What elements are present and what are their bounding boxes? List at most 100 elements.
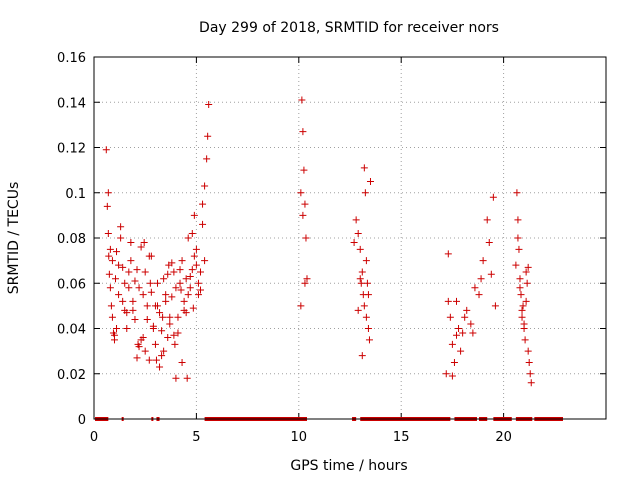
data-point — [143, 315, 151, 323]
data-point — [131, 277, 139, 285]
data-point — [182, 275, 190, 283]
data-point — [151, 302, 159, 310]
data-point — [452, 297, 460, 305]
data-point — [104, 229, 112, 237]
data-point — [515, 245, 523, 253]
y-tick-label: 0.12 — [57, 142, 86, 157]
data-point — [524, 347, 532, 355]
data-point — [459, 329, 467, 337]
data-point — [153, 279, 161, 287]
data-point — [444, 297, 452, 305]
data-point — [513, 189, 521, 197]
data-point — [469, 329, 477, 337]
data-point — [489, 193, 497, 201]
data-point — [115, 261, 123, 269]
data-point — [442, 370, 450, 378]
data-point — [520, 320, 528, 328]
data-point — [190, 252, 198, 260]
data-point — [300, 166, 308, 174]
data-point — [477, 275, 485, 283]
data-point — [522, 268, 530, 276]
data-point — [299, 128, 307, 136]
data-point — [350, 239, 358, 247]
data-point — [140, 239, 148, 247]
data-point — [204, 132, 212, 140]
data-point — [362, 257, 370, 265]
data-point — [479, 257, 487, 265]
data-point — [526, 370, 534, 378]
data-point — [166, 320, 174, 328]
data-point — [105, 270, 113, 278]
data-point — [164, 270, 172, 278]
data-point — [523, 279, 531, 287]
data-point — [189, 304, 197, 312]
data-point — [487, 270, 495, 278]
data-point — [158, 352, 166, 360]
data-point — [166, 313, 174, 321]
data-point — [360, 164, 368, 172]
data-point — [463, 306, 471, 314]
data-point — [160, 275, 168, 283]
data-point — [516, 275, 524, 283]
data-point — [192, 245, 200, 253]
data-point — [354, 306, 362, 314]
x-tick-label: 20 — [495, 430, 512, 445]
data-point — [112, 275, 120, 283]
data-point — [177, 286, 185, 294]
data-point — [159, 313, 167, 321]
data-point — [141, 347, 149, 355]
data-point — [297, 189, 305, 197]
data-point — [176, 266, 184, 274]
data-point — [180, 297, 188, 305]
data-point — [115, 291, 123, 299]
data-point — [108, 257, 116, 265]
data-point — [524, 263, 532, 271]
data-point — [102, 146, 110, 154]
data-point — [129, 297, 137, 305]
data-point — [147, 288, 155, 296]
data-point — [151, 340, 159, 348]
data-point — [152, 356, 160, 364]
x-tick-label: 0 — [90, 430, 98, 445]
data-point — [519, 302, 527, 310]
data-point — [162, 291, 170, 299]
data-point — [127, 257, 135, 265]
data-point — [192, 261, 200, 269]
x-tick-label: 5 — [192, 430, 200, 445]
data-point — [455, 325, 463, 332]
data-point — [518, 313, 526, 321]
data-point — [483, 216, 491, 224]
y-tick-label: 0 — [78, 413, 86, 428]
data-point — [123, 325, 131, 332]
data-point — [103, 202, 111, 210]
data-point — [123, 309, 131, 317]
data-point — [299, 211, 307, 219]
data-point — [127, 239, 135, 247]
data-point — [170, 268, 178, 276]
data-point — [517, 291, 525, 299]
data-point — [186, 284, 194, 292]
data-point — [149, 325, 157, 332]
data-point — [364, 291, 372, 299]
data-point — [364, 325, 372, 332]
grid-layer — [94, 57, 606, 419]
data-point — [168, 293, 176, 301]
data-point — [450, 358, 458, 366]
data-point — [203, 155, 211, 163]
data-point — [172, 374, 180, 382]
data-point — [147, 252, 155, 260]
data-point — [146, 279, 154, 287]
data-point — [298, 96, 306, 104]
data-point — [171, 340, 179, 348]
data-point — [446, 313, 454, 321]
data-point — [522, 297, 530, 305]
data-point — [527, 379, 535, 387]
data-point — [356, 245, 364, 253]
data-point — [461, 313, 469, 321]
data-point — [106, 245, 114, 253]
data-point — [183, 374, 191, 382]
data-point — [119, 297, 127, 305]
data-point — [356, 275, 364, 283]
